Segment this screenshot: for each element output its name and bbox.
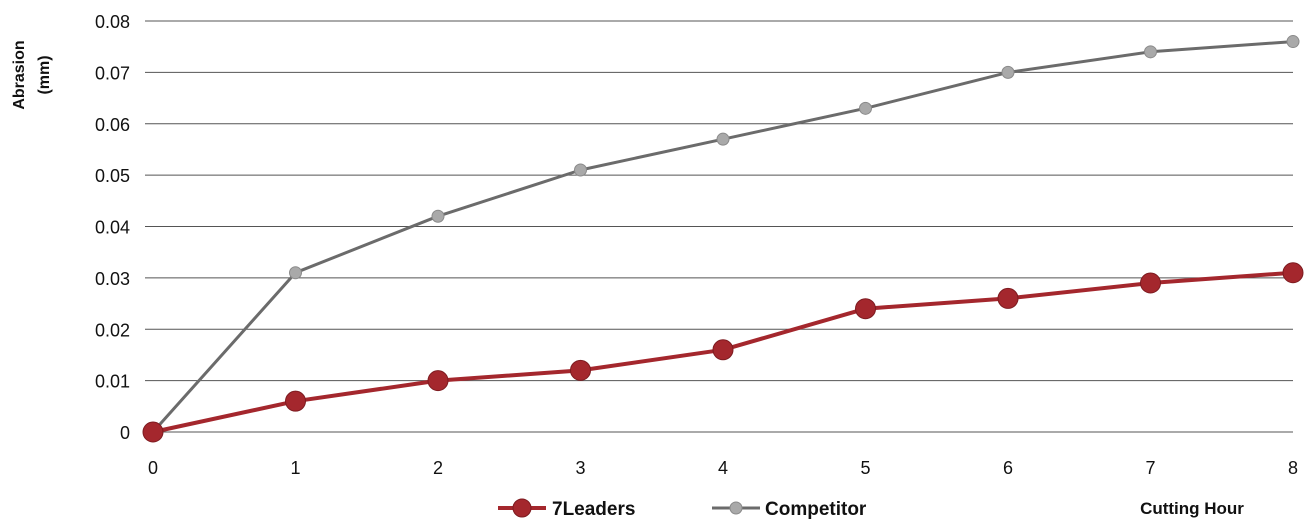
y-axis-title-line1: Abrasion	[11, 40, 28, 109]
point-competitor	[716, 132, 730, 146]
point-competitor	[431, 209, 445, 223]
y-tick-label: 0.06	[95, 115, 130, 135]
point-competitor	[859, 101, 872, 115]
y-tick-label: 0.05	[95, 166, 130, 186]
point-competitor	[1144, 45, 1157, 59]
y-tick-label: 0.02	[95, 320, 130, 340]
point-7leaders	[855, 298, 876, 320]
point-7leaders	[1140, 272, 1161, 294]
point-competitor	[574, 163, 587, 177]
x-axis-ticks: 0 1 2 3 4 5 6 7 8	[148, 458, 1298, 478]
x-tick-label: 6	[1003, 458, 1013, 478]
y-tick-label: 0.04	[95, 218, 130, 238]
y-tick-label: 0.07	[95, 63, 130, 83]
y-tick-label: 0.01	[95, 372, 130, 392]
point-7leaders	[712, 339, 734, 361]
series-line-competitor	[151, 40, 1294, 434]
x-tick-label: 5	[860, 458, 870, 478]
legend-marker-competitor	[729, 501, 743, 515]
gridlines	[145, 20, 1293, 433]
point-7leaders	[997, 287, 1019, 309]
point-7leaders	[142, 421, 164, 443]
x-tick-label: 3	[575, 458, 585, 478]
series-group	[142, 35, 1304, 443]
point-competitor	[1286, 35, 1300, 49]
legend-label-7leaders: 7Leaders	[552, 499, 635, 520]
point-7leaders	[1282, 262, 1304, 284]
y-tick-label: 0	[120, 423, 130, 443]
x-tick-label: 1	[290, 458, 300, 478]
x-axis-title: Cutting Hour	[1140, 499, 1244, 518]
legend-marker-7leaders	[512, 498, 532, 518]
point-competitor	[289, 266, 302, 280]
x-tick-label: 4	[718, 458, 728, 478]
legend-label-competitor: Competitor	[765, 499, 867, 520]
x-tick-label: 7	[1145, 458, 1155, 478]
y-tick-label: 0.03	[95, 269, 130, 289]
y-axis-ticks: 0 0.01 0.02 0.03 0.04 0.05 0.06 0.07 0.08	[95, 12, 130, 443]
point-7leaders	[427, 370, 449, 392]
point-7leaders	[285, 390, 306, 412]
point-7leaders	[570, 359, 591, 381]
x-tick-label: 2	[433, 458, 443, 478]
point-competitor	[1001, 65, 1015, 79]
legend: 7Leaders Competitor	[498, 498, 867, 520]
x-tick-label: 8	[1288, 458, 1298, 478]
y-tick-label: 0.08	[95, 12, 130, 32]
x-tick-label: 0	[148, 458, 158, 478]
y-axis-title-line2: (mm)	[36, 55, 53, 94]
